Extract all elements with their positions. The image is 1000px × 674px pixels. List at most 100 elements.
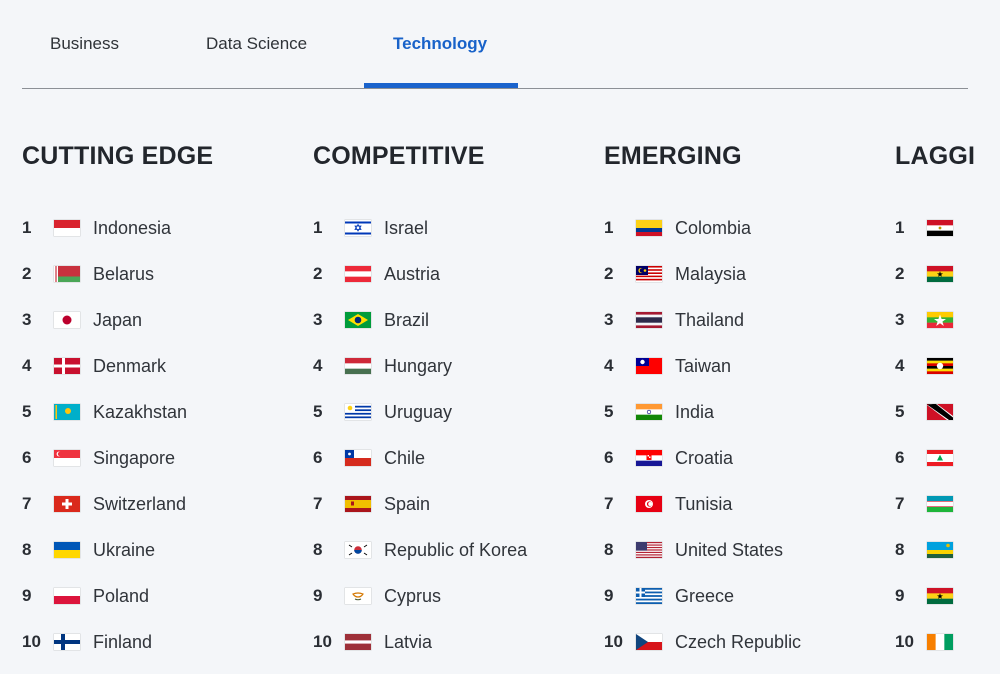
country-name: Belarus: [93, 264, 155, 284]
ranking-row: 1: [895, 213, 1000, 243]
rank-number: 6: [895, 448, 905, 467]
rank-number: 1: [895, 218, 905, 237]
rank-number: 10: [604, 632, 623, 651]
flag-icon: [927, 404, 953, 420]
rank-number: 5: [22, 402, 32, 421]
rank-number: 2: [22, 264, 32, 283]
ranking-row: 3: [895, 305, 1000, 335]
flag-icon: [54, 266, 80, 282]
ranking-row: 10: [895, 627, 1000, 657]
flag-icon: [927, 450, 953, 466]
ranking-row: 2 Belarus: [22, 259, 312, 289]
flag-icon: [345, 220, 371, 236]
country-name: Czech Republic: [675, 632, 802, 652]
flag-icon: [636, 450, 662, 466]
ranking-row: 6 Chile: [313, 443, 603, 473]
country-name: Latvia: [384, 632, 433, 652]
ranking-row: 10 Finland: [22, 627, 312, 657]
flag-icon: [345, 450, 371, 466]
rank-number: 7: [313, 494, 323, 513]
rank-number: 5: [604, 402, 614, 421]
rank-number: 10: [22, 632, 41, 651]
country-name: Finland: [93, 632, 153, 652]
country-name: Singapore: [93, 448, 176, 468]
ranking-row: 8 United States: [604, 535, 894, 565]
rank-number: 3: [313, 310, 323, 329]
ranking-row: 4 Taiwan: [604, 351, 894, 381]
rank-number: 10: [313, 632, 332, 651]
country-name: Taiwan: [675, 356, 732, 376]
country-name: Spain: [384, 494, 431, 514]
column-title: EMERGING: [604, 142, 742, 170]
tab-technology[interactable]: Technology: [393, 34, 488, 53]
country-name: Republic of Korea: [384, 540, 528, 560]
country-name: United States: [675, 540, 784, 560]
rank-number: 7: [22, 494, 32, 513]
ranking-row: 2: [895, 259, 1000, 289]
rank-number: 8: [22, 540, 32, 559]
flag-icon: [636, 312, 662, 328]
country-name: Malaysia: [675, 264, 747, 284]
flag-icon: [927, 634, 953, 650]
country-name: Denmark: [93, 356, 167, 376]
ranking-row: 4 Denmark: [22, 351, 312, 381]
flag-icon: [54, 358, 80, 374]
flag-icon: [345, 266, 371, 282]
tab-business[interactable]: Business: [50, 34, 119, 53]
country-name: Brazil: [384, 310, 430, 330]
rank-number: 2: [313, 264, 323, 283]
flag-icon: [345, 312, 371, 328]
rank-number: 4: [604, 356, 614, 375]
country-name: Ukraine: [93, 540, 156, 560]
ranking-row: 2 Malaysia: [604, 259, 894, 289]
flag-icon: [636, 496, 662, 512]
ranking-column: LAGGI 1 2 3 4 5 6 7 8 9 10: [895, 0, 1000, 674]
rank-number: 6: [604, 448, 614, 467]
rank-number: 3: [22, 310, 32, 329]
flag-icon: [345, 404, 371, 420]
rank-number: 6: [22, 448, 32, 467]
country-name: Colombia: [675, 218, 752, 238]
country-name: Uruguay: [384, 402, 453, 422]
rank-number: 9: [22, 586, 32, 605]
ranking-row: 4: [895, 351, 1000, 381]
ranking-row: 8 Republic of Korea: [313, 535, 603, 565]
ranking-row: 8 Ukraine: [22, 535, 312, 565]
tab-bar: Business Data Science Technology: [22, 0, 968, 89]
ranking-row: 10 Latvia: [313, 627, 603, 657]
ranking-row: 1 Colombia: [604, 213, 894, 243]
ranking-row: 3 Brazil: [313, 305, 603, 335]
column-title: CUTTING EDGE: [22, 142, 214, 170]
ranking-row: 4 Hungary: [313, 351, 603, 381]
country-name: Kazakhstan: [93, 402, 188, 422]
rank-number: 4: [895, 356, 905, 375]
column-title: COMPETITIVE: [313, 142, 485, 170]
ranking-row: 6 Singapore: [22, 443, 312, 473]
rank-number: 9: [313, 586, 323, 605]
ranking-row: 5 India: [604, 397, 894, 427]
flag-icon: [636, 542, 662, 558]
flag-icon: [345, 358, 371, 374]
rank-number: 4: [22, 356, 32, 375]
flag-icon: [636, 266, 662, 282]
flag-icon: [927, 266, 953, 282]
flag-icon: [345, 588, 371, 604]
flag-icon: [636, 358, 662, 374]
country-name: Austria: [384, 264, 441, 284]
flag-icon: [54, 220, 80, 236]
rank-number: 1: [313, 218, 323, 237]
rank-number: 3: [895, 310, 905, 329]
tab-data-science[interactable]: Data Science: [206, 34, 308, 53]
flag-icon: [54, 404, 80, 420]
ranking-row: 9 Greece: [604, 581, 894, 611]
flag-icon: [54, 450, 80, 466]
flag-icon: [345, 634, 371, 650]
ranking-row: 7 Spain: [313, 489, 603, 519]
rank-number: 6: [313, 448, 323, 467]
country-name: Tunisia: [675, 494, 733, 514]
ranking-column: CUTTING EDGE 1 Indonesia 2 Belarus 3 Japan 4 Den…: [22, 0, 312, 674]
flag-icon: [636, 588, 662, 604]
ranking-row: 6 Croatia: [604, 443, 894, 473]
rank-number: 7: [604, 494, 614, 513]
